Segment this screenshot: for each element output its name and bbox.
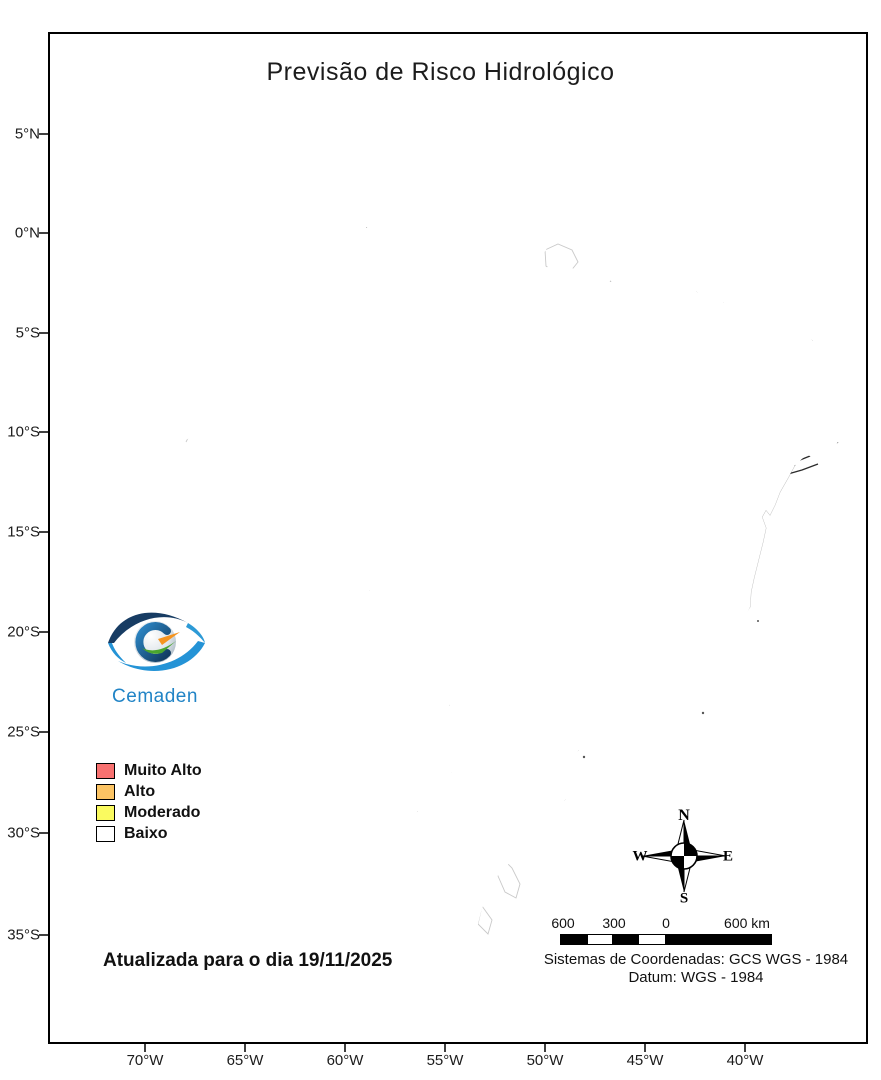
legend-item: Alto (96, 781, 202, 802)
compass-star-icon (641, 819, 727, 893)
lat-tick-label: 35°S (7, 926, 40, 944)
page-title: Previsão de Risco Hidrológico (266, 58, 615, 86)
lat-tick-label: 0°N (14, 224, 40, 242)
scale-label: 300 (602, 915, 626, 931)
lat-tick-label: 5°S (15, 324, 40, 342)
coordinate-system-info: Sistemas de Coordenadas: GCS WGS - 1984 … (520, 951, 872, 987)
legend-label: Alto (124, 782, 156, 800)
legend-label: Moderado (124, 803, 201, 821)
compass-east-label: E (722, 848, 734, 865)
coordinate-system-line: Sistemas de Coordenadas: GCS WGS - 1984 (543, 951, 849, 968)
lat-tick-label: 10°S (7, 423, 40, 441)
risk-legend: Muito Alto Alto Moderado Baixo (96, 760, 202, 844)
legend-swatch (96, 762, 115, 779)
scale-label: 600 (551, 915, 575, 931)
lat-tick-label: 15°S (7, 523, 40, 541)
datum-line: Datum: WGS - 1984 (628, 969, 764, 986)
lon-tick-label: 65°W (226, 1052, 264, 1069)
axis-ticks (39, 133, 746, 1052)
lon-tick-label: 60°W (326, 1052, 364, 1069)
cemaden-logo: Cemaden (100, 603, 210, 708)
legend-item: Moderado (96, 802, 202, 823)
lon-tick-label: 55°W (426, 1052, 464, 1069)
lat-tick-label: 25°S (7, 723, 40, 741)
lat-tick-label: 20°S (7, 623, 40, 641)
lon-tick-label: 50°W (526, 1052, 564, 1069)
compass-south-label: S (679, 890, 689, 907)
scale-bar-graphic (560, 934, 772, 945)
lon-tick-label: 70°W (126, 1052, 164, 1069)
compass-west-label: W (632, 848, 648, 865)
scale-label: 600 km (724, 915, 770, 931)
cemaden-logo-text: Cemaden (112, 686, 198, 707)
legend-swatch (96, 825, 115, 842)
legend-item: Baixo (96, 823, 202, 844)
compass-north-label: N (678, 807, 690, 824)
update-date-text: Atualizada para o dia 19/11/2025 (103, 950, 393, 971)
legend-swatch (96, 783, 115, 800)
legend-label: Muito Alto (124, 761, 202, 779)
legend-swatch (96, 804, 115, 821)
lon-tick-label: 45°W (626, 1052, 664, 1069)
legend-label: Baixo (124, 824, 168, 842)
lat-tick-label: 30°S (7, 824, 40, 842)
scale-label: 0 (662, 915, 670, 931)
lon-tick-label: 40°W (726, 1052, 764, 1069)
scale-bar: 600 300 0 600 km (551, 915, 772, 945)
compass-rose: N S W E (616, 800, 756, 915)
cemaden-eye-icon (108, 612, 205, 672)
coastal-islands (582, 620, 759, 759)
lat-tick-label: 5°N (14, 125, 40, 143)
legend-item: Muito Alto (96, 760, 202, 781)
scale-bar-labels: 600 300 0 600 km (551, 915, 772, 932)
